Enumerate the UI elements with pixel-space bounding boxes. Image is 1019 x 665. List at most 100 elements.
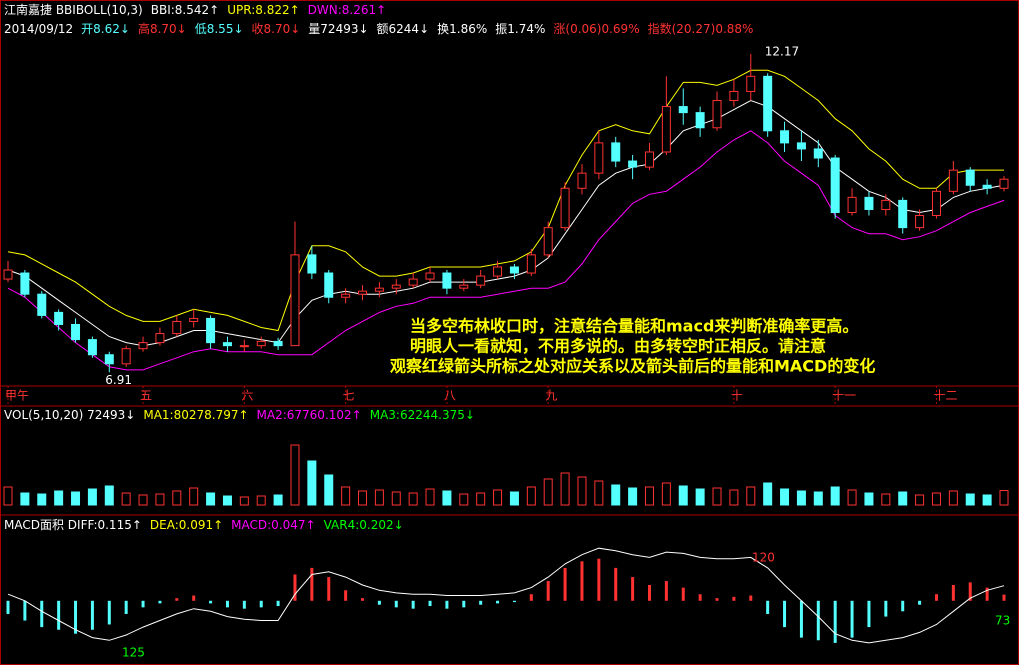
volume-bar xyxy=(999,490,1009,506)
x-tick-label: 十 xyxy=(731,389,743,403)
header-item: VOL(5,10,20) 72493↓ xyxy=(4,408,135,422)
volume-bar xyxy=(425,488,435,506)
panel-header: MACD面积 DIFF:0.115↑ DEA:0.091↑ MACD:0.047↑ V… xyxy=(4,518,404,532)
header-item: 换1.86% xyxy=(437,22,487,36)
volume-bar xyxy=(661,482,671,506)
candle-body xyxy=(695,112,705,129)
low-label: 6.91 xyxy=(105,373,132,387)
macd-annotation: 120 xyxy=(752,551,775,565)
header-item: 开8.62↓ xyxy=(81,22,130,36)
volume-bar xyxy=(54,490,64,506)
candle-body xyxy=(3,269,13,280)
x-tick-label: 七 xyxy=(343,389,355,403)
volume-bar xyxy=(628,487,638,506)
volume-bar xyxy=(3,486,13,506)
candle-body xyxy=(915,215,925,229)
volume-bar xyxy=(307,460,317,506)
header-item: DWN:8.261↑ xyxy=(308,3,387,17)
volume-bar xyxy=(189,487,199,506)
candle-body xyxy=(374,287,384,292)
volume-bar xyxy=(948,490,958,506)
candle-body xyxy=(661,106,671,153)
volume-bar xyxy=(543,478,553,506)
volume-bar xyxy=(813,491,823,506)
volume-bar xyxy=(898,491,908,506)
header-item: BBI:8.542↑ xyxy=(151,3,219,17)
volume-bar xyxy=(982,494,992,506)
candle-body xyxy=(20,272,30,295)
volume-bar xyxy=(509,491,519,506)
candle-body xyxy=(104,354,114,365)
volume-bar xyxy=(459,493,469,506)
volume-bar xyxy=(526,486,536,506)
candle-body xyxy=(948,169,958,192)
candle-body xyxy=(982,184,992,189)
candle-body xyxy=(155,333,165,344)
volume-bar xyxy=(358,490,368,506)
header-item: UPR:8.822↑ xyxy=(227,3,299,17)
volume-bar xyxy=(965,493,975,506)
candle-body xyxy=(763,75,773,132)
panel-header: 2014/09/12 开8.62↓ 高8.70↓ 低8.55↓ 收8.70↓ 量72493… xyxy=(4,21,753,36)
candle-body xyxy=(138,342,148,350)
header-item: 涨(0.06)0.69% xyxy=(553,21,639,36)
volume-bar xyxy=(155,493,165,506)
volume-bar xyxy=(121,492,131,506)
volume-bar xyxy=(138,494,148,506)
candle-body xyxy=(442,272,452,289)
header-item: 低8.55↓ xyxy=(195,22,244,36)
candle-body xyxy=(746,75,756,92)
high-label: 12.17 xyxy=(765,44,799,58)
candle-body xyxy=(509,266,519,274)
candle-body xyxy=(644,151,654,168)
volume-bar xyxy=(442,490,452,506)
header-item: VAR4:0.202↓ xyxy=(324,518,404,532)
band-line xyxy=(7,99,1005,347)
volume-bar xyxy=(493,489,503,506)
macd-annotation: 73 xyxy=(995,614,1010,628)
candle-body xyxy=(543,227,553,256)
header-item: MACD:0.047↑ xyxy=(231,518,315,532)
volume-bar xyxy=(830,486,840,506)
candle-body xyxy=(780,130,790,144)
volume-bar xyxy=(712,487,722,506)
macd-annotation: 125 xyxy=(122,646,145,660)
volume-bar xyxy=(796,490,806,506)
volume-bar xyxy=(20,492,30,506)
volume-bar xyxy=(746,486,756,506)
candle-body xyxy=(307,254,317,274)
volume-bar xyxy=(273,494,283,506)
candle-body xyxy=(189,317,199,322)
header-item: DEA:0.091↑ xyxy=(150,518,223,532)
volume-bar xyxy=(239,496,249,506)
candle-body xyxy=(864,196,874,210)
candle-body xyxy=(628,160,638,168)
candle-body xyxy=(273,340,283,347)
candle-body xyxy=(459,284,469,289)
candle-body xyxy=(560,187,570,229)
volume-bar xyxy=(104,485,114,506)
candle-body xyxy=(813,148,823,159)
candle-body xyxy=(965,169,975,186)
volume-bar xyxy=(374,489,384,506)
volume-bar xyxy=(560,472,570,506)
candle-body xyxy=(493,266,503,277)
volume-bar xyxy=(408,492,418,506)
volume-bar xyxy=(864,492,874,506)
volume-bar xyxy=(678,485,688,506)
header-item: MA2:67760.102↑ xyxy=(257,408,362,422)
volume-bar xyxy=(915,494,925,506)
volume-bar xyxy=(594,480,604,506)
candle-body xyxy=(172,320,182,335)
candle-body xyxy=(999,178,1009,189)
volume-bar xyxy=(881,493,891,506)
volume-bar xyxy=(256,495,266,506)
candle-body xyxy=(729,90,739,102)
header-item: 高8.70↓ xyxy=(138,21,187,36)
band-line xyxy=(7,130,1005,371)
volume-bar xyxy=(222,495,232,506)
x-tick-label: 六 xyxy=(241,389,253,403)
volume-bar xyxy=(476,492,486,506)
volume-bar xyxy=(324,474,334,506)
header-item: MA3:62244.375↓ xyxy=(370,408,475,422)
